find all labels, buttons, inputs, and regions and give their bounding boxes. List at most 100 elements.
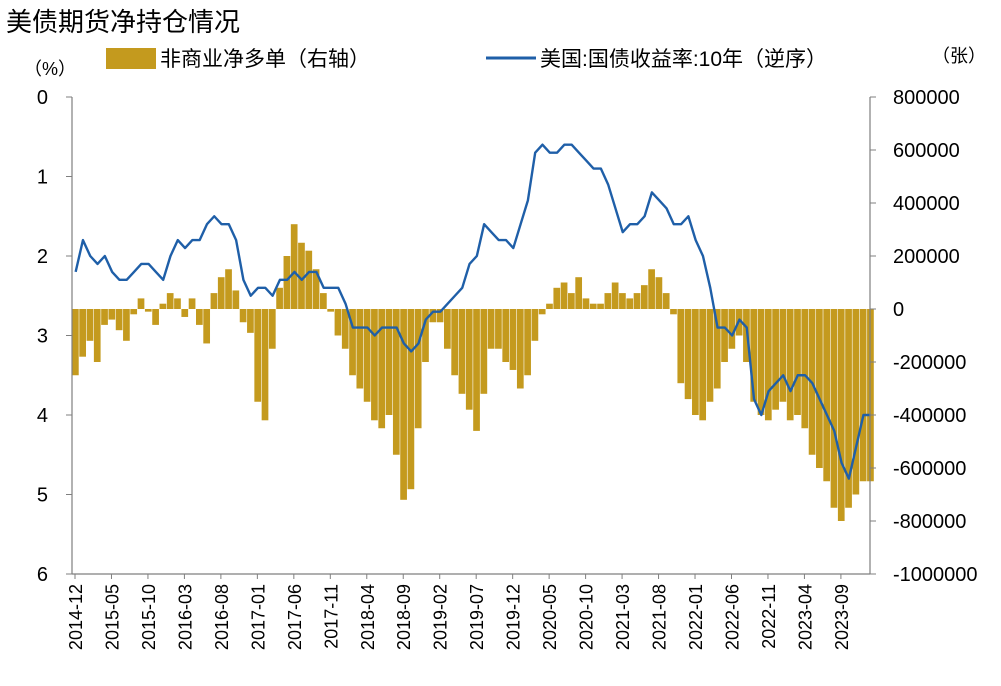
net-long-bar [210,293,218,309]
net-long-bar [312,269,320,309]
axes-layer: 0 1 2 3 4 5 6 （%） 800000 600000 400000 200000 0 -2000… [24,46,986,650]
left-tick-label: 1 [37,167,48,189]
net-long-bar [159,303,167,309]
net-long-bar [371,309,378,421]
net-long-bar [502,309,510,362]
net-long-bar [79,309,86,357]
right-tick-label: 400000 [893,193,960,215]
net-long-bar [516,309,524,389]
net-long-bar [451,309,459,376]
x-tick-label: 2019-12 [504,584,524,650]
net-long-bar [130,309,138,315]
x-tick-label: 2022-06 [723,584,743,650]
x-tick-label: 2021-03 [613,584,633,650]
net-long-bar [465,309,473,410]
right-axis-unit: （张） [932,46,986,66]
net-long-bar [247,309,254,333]
net-long-bar [531,309,539,341]
x-tick-label: 2021-08 [650,584,670,650]
net-long-bar [823,309,831,482]
right-tick-label: -600000 [893,458,966,480]
net-long-bar [495,309,502,349]
net-long-bar [356,309,364,389]
net-long-bar [363,309,371,402]
net-long-bar [794,309,801,415]
net-long-bar [721,309,728,362]
net-long-bar [604,293,612,309]
net-long-bar [524,309,531,376]
left-tick-label: 0 [37,87,48,109]
net-long-bar [108,309,116,320]
net-long-bar [181,309,189,317]
net-long-bar [268,309,276,349]
x-tick-label: 2016-08 [212,584,232,650]
net-long-bar [385,309,393,415]
net-long-bar [392,309,400,455]
net-long-bar [217,277,225,309]
net-long-bar [239,309,247,323]
right-tick-label: -400000 [893,405,966,427]
x-tick-label: 2017-06 [285,584,305,650]
legend-bar-swatch [106,48,156,69]
x-tick-label: 2023-09 [832,584,852,650]
right-tick-label: 600000 [893,140,960,162]
net-long-bar [203,309,211,344]
net-long-bar [436,309,444,323]
net-long-bar [706,309,714,402]
x-tick-label: 2018-09 [394,584,414,650]
x-tick-label: 2020-05 [540,584,560,650]
net-long-bar [509,309,517,370]
net-long-bar [648,269,655,309]
net-long-bar [546,303,553,309]
net-long-bar [473,309,480,431]
chart-title: 美债期货净持仓情况 [6,8,241,38]
left-tick-label: 5 [37,485,48,507]
x-tick-label: 2015-10 [139,584,159,650]
net-long-bar [400,309,407,500]
net-long-bar [290,224,298,309]
net-long-bar [816,309,823,468]
net-long-bar [750,309,758,402]
x-tick-label: 2016-03 [175,584,195,650]
left-axis-unit: （%） [24,59,76,79]
net-long-bar [845,309,852,508]
right-tick-label: 0 [893,299,904,321]
x-tick-label: 2019-07 [467,584,487,650]
net-long-bar [429,309,437,323]
net-long-bar [575,277,583,309]
net-long-bar [837,309,845,521]
net-long-bar [626,298,634,309]
net-long-bar [407,309,415,490]
legend-bar-label: 非商业净多单（右轴） [160,48,370,71]
right-tick-label: -200000 [893,352,966,374]
net-long-bar [72,309,79,376]
net-long-bar [444,309,451,349]
net-long-bar [597,303,604,309]
x-tick-label: 2022-01 [686,584,706,650]
net-long-bar [123,309,130,341]
net-long-bar [670,309,677,315]
net-long-bar [101,309,108,325]
net-long-bar [692,309,699,415]
net-long-bar [86,309,94,341]
left-tick-label: 3 [37,326,48,348]
x-tick-label: 2014-12 [66,584,86,650]
net-long-bar [560,282,568,309]
net-long-bar [589,303,597,309]
net-long-bar [225,269,232,309]
net-long-bar [684,309,692,400]
x-tick-label: 2017-01 [248,584,268,650]
yield-10y-line [74,143,871,480]
net-long-bar [378,309,386,429]
net-long-bar [582,298,590,309]
net-long-bar [830,309,838,508]
net-long-bar [786,309,794,421]
net-long-bar [174,298,181,309]
net-long-bar [298,242,305,309]
x-tick-label: 2020-10 [577,584,597,650]
net-long-bar [188,298,196,309]
net-long-bar [487,309,495,349]
net-long-bar [327,309,335,312]
net-long-bar [93,309,101,362]
